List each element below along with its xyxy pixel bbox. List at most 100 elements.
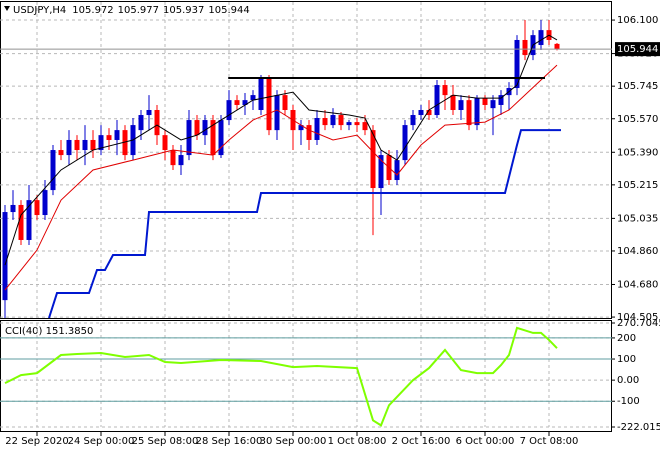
- candle-body: [202, 120, 208, 136]
- y-tick-label: 104.860: [617, 246, 658, 257]
- indicator-line: [4, 64, 558, 291]
- candle-body: [410, 115, 416, 126]
- price-panel: [0, 1, 612, 319]
- candle-body: [306, 125, 312, 140]
- candle-body: [554, 43, 560, 50]
- x-tick-label: 6 Oct 00:00: [456, 436, 515, 447]
- candle-body: [370, 130, 376, 189]
- candle-body: [482, 98, 488, 105]
- y-tick-label: 104.680: [617, 279, 658, 290]
- chart-title: USDJPY,H4 105.972 105.977 105.937 105.944: [13, 5, 250, 16]
- indicator-title: CCI(40) 151.3850: [5, 326, 93, 337]
- candle-body: [314, 118, 320, 140]
- candle-body: [346, 122, 352, 126]
- x-tick-label: 28 Sep 16:00: [196, 436, 263, 447]
- candle-body: [226, 100, 232, 121]
- y-tick-label: 105.570: [617, 114, 658, 125]
- candle-body: [178, 155, 184, 166]
- price-label-box: [615, 42, 660, 57]
- candle-body: [258, 77, 264, 111]
- open-value: 105.972: [72, 5, 113, 16]
- candle-body: [234, 100, 240, 105]
- candle-body: [170, 150, 176, 166]
- candle-body: [10, 204, 16, 213]
- price-label: 105.944: [617, 44, 658, 55]
- candle-body: [354, 122, 360, 126]
- candle-body: [210, 120, 216, 156]
- cci-panel: [0, 320, 612, 432]
- candle-body: [90, 139, 96, 151]
- candle-body: [250, 95, 256, 101]
- x-tick-label: 1 Oct 08:00: [328, 436, 387, 447]
- candle-body: [194, 120, 200, 136]
- candle-body: [498, 95, 504, 105]
- x-tick-label: 7 Oct 08:00: [520, 436, 579, 447]
- indicator-line: [48, 129, 561, 319]
- candle-body: [266, 77, 272, 131]
- candle-body: [98, 135, 104, 151]
- indicator-line: [4, 326, 558, 427]
- y-tick-label: 106.100: [617, 15, 658, 26]
- candle-body: [242, 100, 248, 105]
- candle-body: [418, 110, 424, 116]
- candle-body: [538, 30, 544, 46]
- menu-arrow[interactable]: [4, 6, 10, 11]
- candle-body: [162, 135, 168, 151]
- candle-body: [466, 100, 472, 126]
- candle-body: [2, 212, 8, 301]
- candle-body: [66, 139, 72, 156]
- candle-body: [42, 190, 48, 216]
- candle-body: [490, 100, 496, 109]
- candle-body: [322, 118, 328, 126]
- x-tick-label: 24 Sep 00:00: [68, 436, 135, 447]
- y-tick-label: 0.00: [617, 375, 639, 386]
- x-tick-label: 22 Sep 2020: [5, 436, 68, 447]
- candle-body: [362, 122, 368, 131]
- candle-body: [450, 95, 456, 111]
- y-tick-label: 105.035: [617, 213, 658, 224]
- indicator-line: [4, 34, 558, 266]
- candle-body: [146, 110, 152, 116]
- candle-body: [218, 120, 224, 156]
- candle-body: [154, 110, 160, 136]
- candle-body: [378, 155, 384, 189]
- candle-body: [434, 85, 440, 116]
- x-tick-label: 25 Sep 08:00: [132, 436, 199, 447]
- candle-body: [514, 39, 520, 89]
- y-tick-label: 200: [617, 333, 636, 344]
- candle-body: [82, 139, 88, 151]
- candle-body: [402, 125, 408, 161]
- candle-body: [458, 100, 464, 111]
- candle-body: [298, 125, 304, 131]
- candle-body: [114, 130, 120, 140]
- candle-body: [58, 150, 64, 156]
- candle-body: [34, 200, 40, 216]
- candle-body: [74, 139, 80, 151]
- candle-body: [522, 39, 528, 56]
- candle-body: [394, 160, 400, 181]
- candle-body: [442, 85, 448, 96]
- candle-body: [18, 204, 24, 240]
- candle-body: [26, 200, 32, 240]
- symbol: USDJPY,H4: [13, 5, 66, 16]
- y-tick-label: 105.215: [617, 180, 658, 191]
- candle-body: [106, 135, 112, 140]
- y-tick-label: -222.0152: [617, 422, 660, 433]
- candle-body: [50, 150, 56, 191]
- x-tick-label: 30 Sep 00:00: [260, 436, 327, 447]
- y-tick-label: 105.745: [617, 81, 658, 92]
- candle-body: [330, 115, 336, 126]
- candle-body: [122, 130, 128, 156]
- candle-body: [426, 110, 432, 116]
- y-tick-label: 104.505: [617, 312, 658, 323]
- candle-body: [338, 115, 344, 126]
- high-value: 105.977: [118, 5, 159, 16]
- low-value: 105.937: [163, 5, 204, 16]
- y-tick-label: 270.7045: [617, 318, 660, 329]
- y-tick-label: 105.390: [617, 147, 658, 158]
- candle-body: [274, 95, 280, 131]
- candle-body: [474, 98, 480, 126]
- candle-body: [138, 115, 144, 131]
- x-tick-label: 2 Oct 16:00: [392, 436, 451, 447]
